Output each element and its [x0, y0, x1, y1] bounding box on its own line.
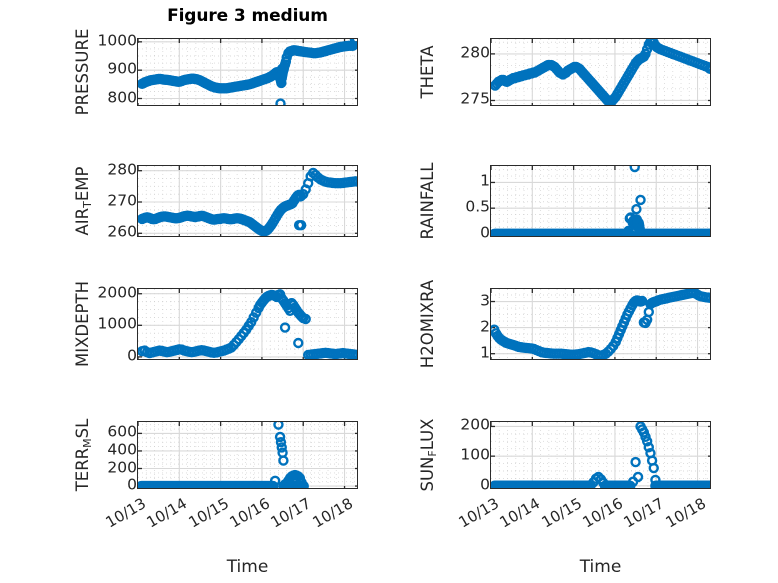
major-grid: [138, 39, 357, 105]
y-tick-label: 0: [480, 475, 490, 494]
x-tick-label: 10/18: [662, 494, 709, 532]
y-tick-label: 270: [107, 191, 137, 210]
y-tick-labels-mixdepth: 0 1000 2000: [98, 284, 137, 362]
y-tick-label: 1: [480, 171, 490, 190]
axes-theta: [490, 38, 711, 106]
y-tick-labels-h2o_mixing_ratio: 1 2 3: [480, 288, 490, 361]
y-tick-labels-terrain_msl: 0 200 400 600: [107, 421, 137, 492]
y-tick-label: 400: [107, 440, 137, 459]
x-axis-label-sun_flux: Time: [579, 557, 622, 577]
y-tick-label: 1000: [97, 314, 137, 333]
y-axis-label-rainfall: RAINFALL: [418, 162, 437, 240]
data-markers: [138, 39, 357, 105]
y-tick-labels-air_temp: 260 270 280: [107, 161, 137, 239]
y-tick-labels-sun_flux: 0 100 200: [460, 417, 490, 491]
x-tick-label: 10/13: [102, 494, 149, 532]
y-tick-labels-pressure: 800 900 1000: [98, 33, 137, 106]
data-markers: [491, 422, 710, 488]
y-tick-label: 275: [460, 89, 490, 108]
y-tick-labels-rainfall: 0 0.5 1: [465, 165, 490, 239]
y-axis-label-air_temp: AIRTEMP: [73, 166, 94, 236]
x-tick-label: 10/15: [185, 494, 232, 532]
x-tick-label: 10/17: [267, 494, 315, 532]
minor-grid: [138, 422, 357, 488]
axes-mixdepth: [137, 288, 358, 360]
x-tick-label: 10/14: [496, 494, 544, 532]
x-tick-label: 10/16: [579, 494, 626, 532]
subplot-theta: 275 280 THETA: [418, 38, 711, 106]
data-markers: [138, 289, 357, 359]
y-tick-label: 280: [107, 159, 137, 178]
tick-marks: [138, 289, 357, 359]
subplot-air_temp: 260 270 280 AIRTEMP: [73, 161, 358, 239]
y-tick-label: 600: [107, 422, 137, 441]
x-tick-label: 10/17: [620, 494, 668, 532]
tick-marks: [491, 39, 710, 105]
subplot-mixdepth: 0 1000 2000 MIXDEPTH: [73, 281, 358, 367]
y-axis-label-pressure: PRESSURE: [73, 28, 92, 116]
y-axis-label-mixdepth: MIXDEPTH: [73, 281, 92, 367]
axes-h2o_mixing_ratio: [490, 288, 711, 360]
major-grid: [138, 422, 357, 488]
x-tick-label: 10/13: [455, 494, 502, 532]
data-markers: [138, 167, 357, 236]
y-tick-label: 900: [107, 59, 137, 78]
figure-title: Figure 3 medium: [167, 6, 328, 26]
y-tick-label: 0.5: [465, 197, 490, 216]
y-axis-label-h2o_mixing_ratio: H2OMIXRA: [418, 279, 437, 369]
subplot-sun_flux: 0 100 200 SUNFLUX 10/13 10/14 10/15 10/16 10/17 1…: [418, 417, 711, 576]
y-tick-label: 2: [480, 316, 490, 335]
data-markers: [491, 39, 710, 105]
y-tick-label: 280: [460, 43, 490, 62]
axes-air_temp: [137, 165, 358, 237]
data-markers: [491, 166, 710, 236]
y-axis-label-terrain_msl: TERRMSL: [73, 418, 94, 492]
y-tick-label: 800: [107, 87, 137, 106]
y-tick-label: 0: [127, 475, 137, 494]
y-tick-label: 100: [460, 445, 490, 464]
x-tick-label: 10/14: [143, 494, 191, 532]
y-tick-label: 2000: [97, 282, 137, 301]
subplot-pressure: 800 900 1000 PRESSURE: [73, 29, 358, 115]
x-axis-label-terrain_msl: Time: [226, 557, 269, 577]
y-tick-label: 200: [107, 457, 137, 476]
x-tick-label: 10/16: [226, 494, 273, 532]
subplot-h2o_mixing_ratio: 1 2 3 H2OMIXRA: [418, 280, 711, 368]
subplot-terrain_msl: 0 200 400 600 TERRMSL 10/13 10/14 10/15 10/16 10/…: [73, 419, 358, 576]
y-axis-label-sun_flux: SUNFLUX: [418, 418, 439, 492]
x-tick-label: 10/18: [309, 494, 356, 532]
axes-pressure: [137, 38, 358, 106]
y-tick-label: 0: [127, 346, 137, 365]
y-tick-labels-theta: 275 280: [460, 38, 490, 107]
axes-sun_flux: [490, 421, 711, 489]
subplot-rainfall: 0 0.5 1 RAINFALL: [418, 163, 711, 240]
y-tick-label: 1: [480, 342, 490, 361]
y-tick-label: 1000: [97, 31, 137, 50]
y-tick-label: 0: [480, 223, 490, 242]
y-tick-label: 260: [107, 222, 137, 241]
x-tick-label: 10/15: [538, 494, 585, 532]
y-tick-label: 3: [480, 290, 490, 309]
axes-rainfall: [490, 165, 711, 237]
data-markers: [138, 422, 309, 488]
minor-grid: [491, 166, 710, 236]
axes-terrain_msl: [137, 421, 358, 489]
y-tick-label: 200: [460, 415, 490, 434]
y-axis-label-theta: THETA: [418, 45, 437, 99]
tick-marks: [138, 422, 357, 488]
data-markers: [491, 289, 710, 359]
